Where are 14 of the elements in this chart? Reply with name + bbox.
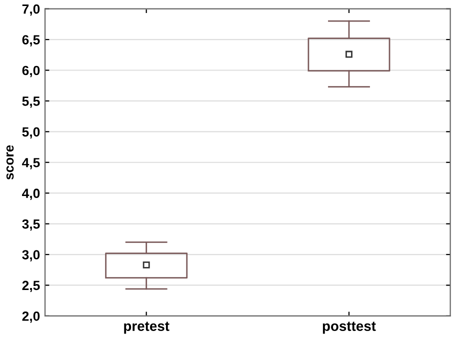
x-tick-label: posttest xyxy=(322,322,376,334)
y-tick-label: 4,0 xyxy=(22,188,40,200)
x-tick-label: pretest xyxy=(124,322,170,334)
y-tick-label: 7,0 xyxy=(22,4,40,16)
y-axis-title: score xyxy=(6,145,14,180)
y-tick-label: 5,0 xyxy=(22,127,40,138)
y-tick-label: 2,5 xyxy=(22,280,40,292)
y-tick-label: 3,0 xyxy=(22,250,40,262)
y-tick-label: 4,5 xyxy=(22,158,40,170)
y-tick-label: 6,0 xyxy=(22,66,40,78)
y-tick-label: 3,5 xyxy=(22,219,40,231)
y-tick-label: 5,5 xyxy=(22,96,40,108)
y-tick-label: 6,5 xyxy=(22,35,40,46)
y-tick-label: 2,0 xyxy=(22,312,40,323)
